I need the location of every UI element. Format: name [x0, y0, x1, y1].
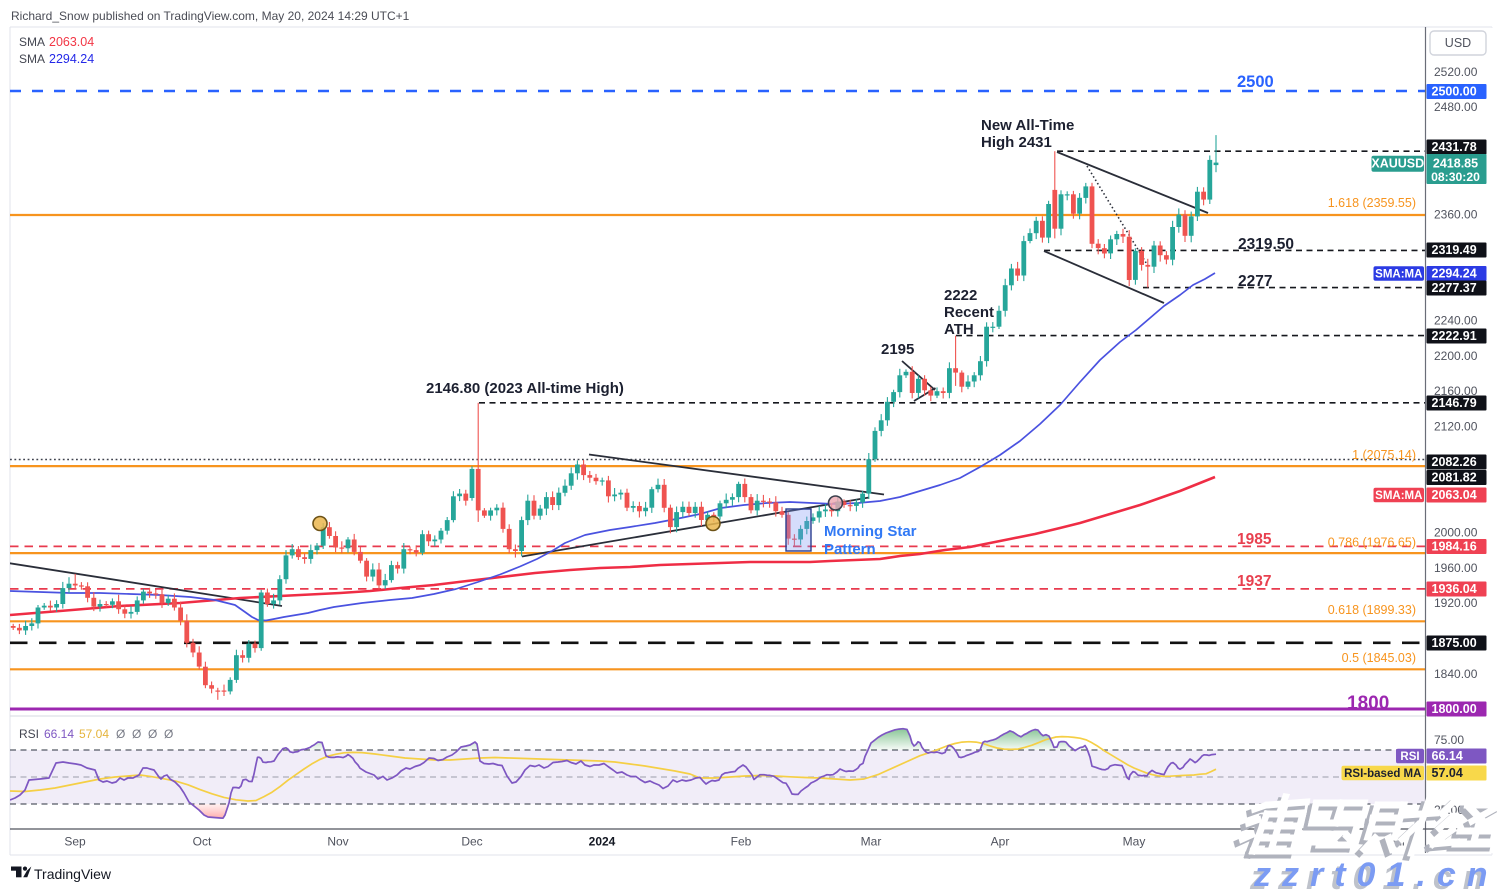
svg-text:1800: 1800 [1347, 693, 1389, 714]
svg-text:2160.00: 2160.00 [1434, 384, 1478, 398]
svg-text:zzrt01.cn: zzrt01.cn [1253, 856, 1499, 891]
svg-text:66.14: 66.14 [44, 727, 74, 741]
svg-text:1985: 1985 [1237, 531, 1272, 548]
svg-text:57.04: 57.04 [79, 727, 109, 741]
svg-text:2000.00: 2000.00 [1434, 526, 1478, 540]
svg-text:1800.00: 1800.00 [1432, 702, 1477, 716]
svg-text:Ø: Ø [164, 727, 173, 741]
svg-text:2063.04: 2063.04 [49, 35, 94, 49]
svg-text:0.618 (1899.33): 0.618 (1899.33) [1328, 603, 1416, 617]
svg-text:2277.37: 2277.37 [1432, 281, 1477, 295]
svg-text:USD: USD [1445, 36, 1471, 50]
svg-text:1937: 1937 [1237, 573, 1271, 590]
svg-text:2520.00: 2520.00 [1434, 65, 1478, 79]
svg-text:Apr: Apr [991, 835, 1010, 849]
svg-text:2431.78: 2431.78 [1432, 140, 1477, 154]
svg-text:66.14: 66.14 [1432, 749, 1463, 763]
svg-text:1960.00: 1960.00 [1434, 561, 1478, 575]
svg-text:2146.80 (2023 All-time High): 2146.80 (2023 All-time High) [426, 380, 624, 397]
svg-text:May: May [1123, 835, 1146, 849]
svg-text:2418.85: 2418.85 [1433, 157, 1478, 171]
svg-text:0.5 (1845.03): 0.5 (1845.03) [1342, 651, 1416, 665]
svg-text:2240.00: 2240.00 [1434, 314, 1478, 328]
svg-text:TradingView: TradingView [34, 866, 112, 882]
svg-text:2500.00: 2500.00 [1432, 85, 1477, 99]
svg-text:Mar: Mar [861, 835, 882, 849]
svg-text:0.786 (1976.65): 0.786 (1976.65) [1328, 536, 1416, 550]
svg-text:1840.00: 1840.00 [1434, 667, 1478, 681]
svg-text:08:30:20: 08:30:20 [1431, 170, 1480, 184]
svg-text:1.618 (2359.55): 1.618 (2359.55) [1328, 196, 1416, 210]
svg-text:Feb: Feb [731, 835, 752, 849]
svg-text:2120.00: 2120.00 [1434, 420, 1478, 434]
svg-text:2222.91: 2222.91 [1432, 329, 1477, 343]
svg-text:Oct: Oct [193, 835, 212, 849]
svg-text:2082.26: 2082.26 [1432, 455, 1477, 469]
svg-text:75.00: 75.00 [1434, 733, 1464, 747]
svg-text:ATH: ATH [944, 321, 974, 338]
svg-text:2063.04: 2063.04 [1432, 488, 1477, 502]
svg-text:RSI-based MA: RSI-based MA [1344, 768, 1421, 780]
svg-text:1875.00: 1875.00 [1432, 636, 1477, 650]
svg-text:2081.82: 2081.82 [1432, 471, 1477, 485]
svg-text:Dec: Dec [461, 835, 482, 849]
svg-text:2195: 2195 [881, 341, 914, 358]
svg-text:2294.24: 2294.24 [49, 52, 94, 66]
svg-text:RSI: RSI [1400, 751, 1419, 763]
svg-text:New All-Time: New All-Time [981, 117, 1074, 134]
svg-text:1920.00: 1920.00 [1434, 596, 1478, 610]
svg-text:1984.16: 1984.16 [1432, 540, 1477, 554]
svg-text:Sep: Sep [64, 835, 86, 849]
svg-text:2500: 2500 [1237, 73, 1274, 91]
svg-text:2360.00: 2360.00 [1434, 208, 1478, 222]
svg-text:Ø: Ø [132, 727, 141, 741]
svg-text:Ø: Ø [116, 727, 125, 741]
svg-text:Recent: Recent [944, 304, 994, 321]
svg-text:2319.50: 2319.50 [1238, 236, 1294, 253]
svg-text:RSI: RSI [19, 727, 39, 741]
svg-text:Richard_Snow published on Trad: Richard_Snow published on TradingView.co… [11, 9, 410, 23]
svg-text:2222: 2222 [944, 287, 977, 304]
svg-text:SMA: SMA [19, 35, 45, 49]
svg-text:2294.24: 2294.24 [1432, 267, 1477, 281]
svg-text:Pattern: Pattern [824, 541, 876, 558]
svg-text:Nov: Nov [327, 835, 348, 849]
svg-text:SMA:MA: SMA:MA [1375, 490, 1422, 502]
svg-text:1936.04: 1936.04 [1432, 582, 1477, 596]
svg-text:XAUUSD: XAUUSD [1371, 157, 1424, 171]
svg-text:2277: 2277 [1238, 273, 1272, 290]
svg-text:2146.79: 2146.79 [1432, 396, 1477, 410]
svg-text:1 (2075.14): 1 (2075.14) [1352, 448, 1416, 462]
svg-text:Ø: Ø [148, 727, 157, 741]
svg-text:SMA:MA: SMA:MA [1375, 268, 1422, 280]
svg-text:57.04: 57.04 [1432, 766, 1463, 780]
svg-text:High 2431: High 2431 [981, 134, 1052, 151]
svg-text:2480.00: 2480.00 [1434, 100, 1478, 114]
svg-text:zzrt01.cn: zzrt01.cn [1249, 859, 1495, 891]
svg-text:Morning Star: Morning Star [824, 523, 917, 540]
svg-text:2200.00: 2200.00 [1434, 349, 1478, 363]
svg-text:SMA: SMA [19, 52, 45, 66]
svg-text:2024: 2024 [589, 835, 616, 849]
svg-text:2319.49: 2319.49 [1432, 243, 1477, 257]
